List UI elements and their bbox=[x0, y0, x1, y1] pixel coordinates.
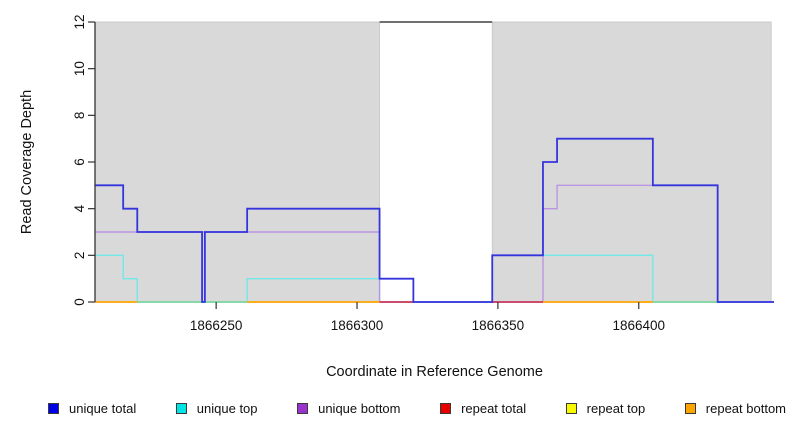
shaded-region bbox=[94, 21, 380, 303]
legend-swatch-unique-total bbox=[48, 402, 59, 414]
legend-item-unique-bottom: unique bottom bbox=[297, 400, 401, 416]
coverage-plot-svg: 0 2 4 6 8 10 12 1866250 1866300 1866350 1866400 Rea… bbox=[19, 14, 774, 380]
legend-swatch-repeat-top bbox=[565, 402, 577, 414]
y-axis-label: Read Coverage Depth bbox=[19, 90, 35, 234]
series-unique-total-line bbox=[95, 137, 774, 303]
y-tick-label: 12 bbox=[72, 14, 87, 29]
legend-label-unique-bottom: unique bottom bbox=[318, 400, 401, 416]
y-tick-label: 6 bbox=[72, 158, 87, 166]
legend-label-unique-total: unique total bbox=[69, 400, 137, 416]
x-tick-label: 1866400 bbox=[612, 318, 665, 333]
x-tick-label: 1866250 bbox=[190, 318, 243, 333]
legend-label-repeat-top: repeat top bbox=[586, 400, 646, 416]
legend: unique total unique top unique bottom repea… bbox=[48, 398, 786, 418]
legend-item-unique-top: unique top bbox=[175, 400, 258, 416]
legend-swatch-repeat-total bbox=[440, 402, 452, 414]
legend-item-repeat-bottom: repeat bottom bbox=[684, 400, 786, 416]
x-tick-label: 1866300 bbox=[331, 318, 384, 333]
y-tick-label: 2 bbox=[72, 252, 87, 260]
y-tick-label: 0 bbox=[72, 298, 87, 306]
legend-label-repeat-total: repeat total bbox=[461, 400, 527, 416]
legend-item-repeat-total: repeat total bbox=[440, 401, 526, 416]
legend-swatch-unique-bottom bbox=[297, 402, 309, 414]
series-unique-top-line bbox=[95, 254, 774, 303]
legend-item-repeat-top: repeat top bbox=[565, 400, 646, 416]
y-tick-label: 8 bbox=[72, 112, 87, 120]
x-axis-label: Coordinate in Reference Genome bbox=[326, 364, 543, 380]
legend-label-repeat-bottom: repeat bottom bbox=[705, 400, 786, 416]
x-tick-label: 1866350 bbox=[472, 318, 525, 333]
legend-label-unique-top: unique top bbox=[196, 400, 258, 416]
legend-swatch-unique-top bbox=[175, 402, 187, 414]
legend-item-unique-total: unique total bbox=[48, 401, 136, 416]
legend-swatch-repeat-bottom bbox=[684, 402, 696, 414]
shaded-region bbox=[491, 21, 772, 303]
y-tick-label: 10 bbox=[72, 61, 87, 76]
y-tick-label: 4 bbox=[72, 204, 87, 212]
